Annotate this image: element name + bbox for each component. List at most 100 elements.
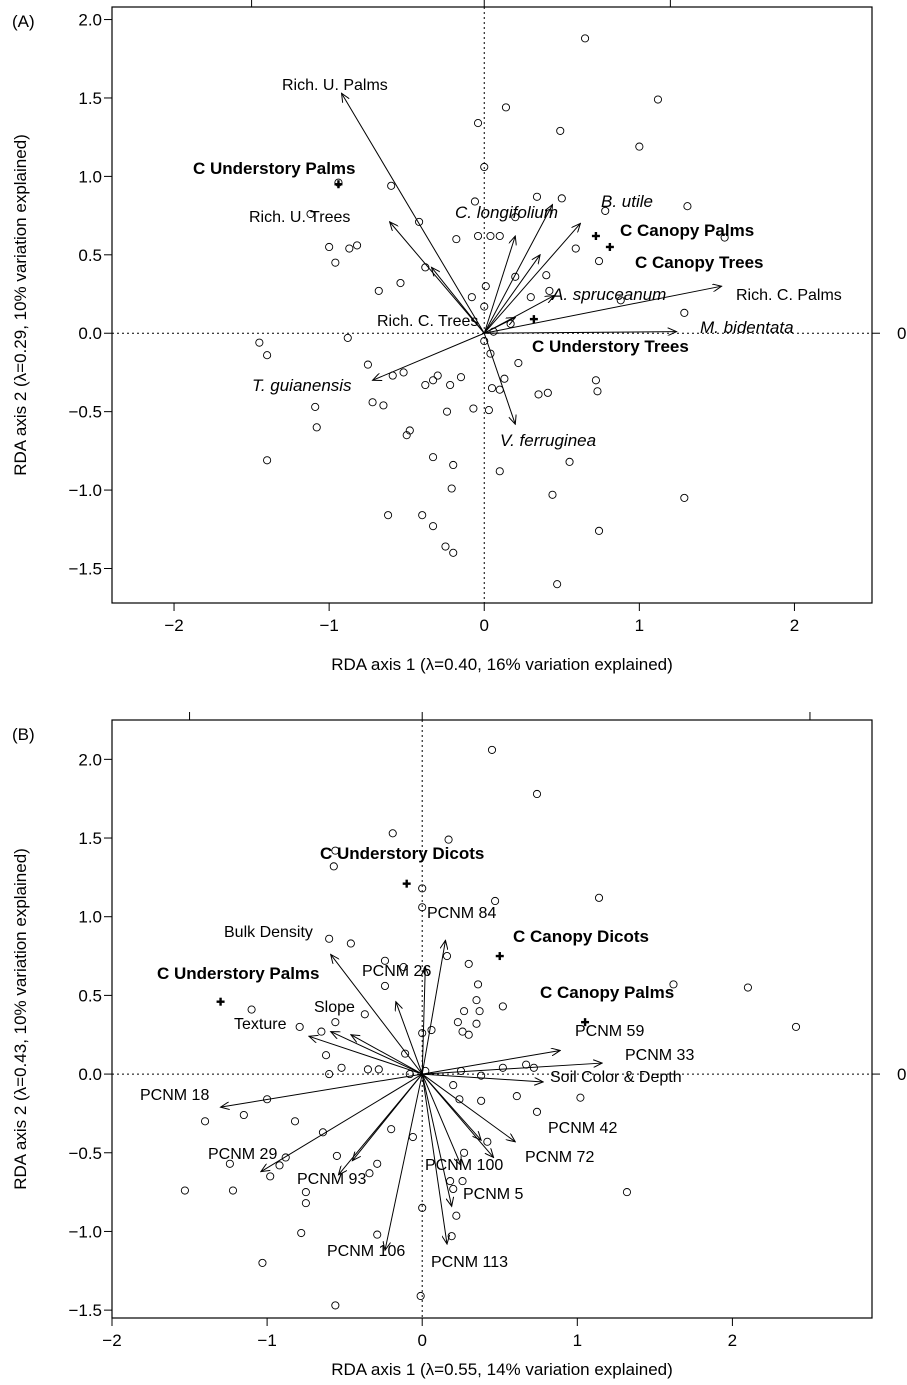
sample-point <box>532 192 542 201</box>
sample-point <box>331 846 340 855</box>
sample-point <box>325 934 334 943</box>
panel-label: (B) <box>12 725 35 744</box>
arrow-soil-color-depth <box>422 1073 543 1082</box>
sample-point <box>301 1199 310 1208</box>
sample-point <box>498 1063 507 1072</box>
sample-point <box>622 1188 631 1197</box>
sample-point <box>368 398 377 407</box>
sample-point <box>325 242 334 252</box>
sample-point <box>337 1063 346 1072</box>
sample-point <box>380 981 390 991</box>
centroid-c-canopy-palms <box>591 231 600 240</box>
arrow-m-bidentata <box>484 332 676 334</box>
sample-point <box>446 380 455 390</box>
sample-point <box>480 337 489 346</box>
y-tick-label: −1.5 <box>68 559 102 578</box>
sample-point <box>275 1161 284 1170</box>
sample-point <box>263 351 272 360</box>
sample-point <box>380 956 390 965</box>
right-axis-label: 0 <box>897 324 906 343</box>
y-tick-label: 2.0 <box>78 11 102 30</box>
centroid-label-c-canopy-palms: C Canopy Palms <box>540 983 674 1002</box>
sample-point <box>345 244 354 253</box>
sample-point <box>343 333 352 342</box>
y-tick-label: −1.0 <box>68 1222 102 1241</box>
arrow-rich-c-trees <box>484 318 515 334</box>
sample-point <box>556 126 565 135</box>
sample-point <box>449 1184 458 1194</box>
sample-point <box>480 162 489 172</box>
sample-point <box>306 209 315 219</box>
sample-point <box>534 390 543 399</box>
arrow-unlabeled <box>483 255 540 334</box>
arrow-unlabeled <box>352 1073 423 1161</box>
sample-point <box>331 258 340 267</box>
x-tick-label: 1 <box>635 616 644 635</box>
y-tick-label: 0.0 <box>78 324 102 343</box>
sample-point <box>743 983 752 992</box>
centroid-label-c-understory-dicots: C Understory Dicots <box>320 844 484 863</box>
sample-point <box>399 963 408 972</box>
arrow-v-ferruginea <box>483 333 515 424</box>
sample-point <box>373 1230 382 1239</box>
sample-point <box>180 1186 189 1195</box>
sample-point <box>542 271 551 280</box>
sample-point <box>452 235 461 244</box>
sample-point <box>475 1007 484 1016</box>
sample-point <box>495 231 504 241</box>
sample-point <box>683 202 692 211</box>
arrow-rich-c-palms <box>484 286 721 334</box>
sample-point <box>444 835 453 844</box>
y-axis-title: RDA axis 2 (λ=0.43, 10% variation explai… <box>11 848 30 1190</box>
arrow-label-slope: Slope <box>314 999 355 1016</box>
x-axis-title: RDA axis 1 (λ=0.40, 16% variation explai… <box>331 655 673 674</box>
sample-point <box>791 1022 801 1031</box>
sample-point <box>401 1049 410 1058</box>
sample-point <box>295 1022 304 1031</box>
sample-point <box>464 959 473 968</box>
arrow-label-b-utile: B. utile <box>601 192 653 211</box>
sample-point <box>433 371 442 380</box>
arrow-pcnm-84 <box>421 940 445 1075</box>
sample-point <box>594 893 604 902</box>
arrow-c-longifolium <box>483 205 552 334</box>
sample-point <box>512 1092 521 1101</box>
arrow-label-pcnm-33: PCNM 33 <box>625 1047 694 1064</box>
arrow-t-guianensis <box>373 332 485 380</box>
sample-point <box>456 373 466 382</box>
arrow-label-soil-color-depth: Soil Color & Depth <box>550 1069 682 1086</box>
sample-point <box>460 1148 469 1157</box>
sample-point <box>473 231 483 241</box>
centroid-label-c-understory-palms: C Understory Palms <box>157 964 320 983</box>
sample-point <box>449 548 458 557</box>
centroid-c-understory-palms <box>216 997 225 1006</box>
centroid-c-understory-palms <box>334 180 343 189</box>
sample-point <box>312 423 321 432</box>
arrow-label-rich-c-trees: Rich. C. Trees <box>377 313 478 330</box>
sample-point <box>331 1018 340 1027</box>
arrow-pcnm-42 <box>421 1073 515 1142</box>
sample-point <box>408 1132 417 1142</box>
sample-point <box>456 1066 466 1075</box>
sample-point <box>429 376 438 385</box>
y-tick-label: 2.0 <box>78 750 102 769</box>
arrow-label-pcnm-59: PCNM 59 <box>575 1023 644 1040</box>
sample-point <box>360 1010 369 1019</box>
arrow-unlabeled <box>422 967 425 1075</box>
y-tick-label: 0.5 <box>78 986 102 1005</box>
sample-point <box>247 1005 256 1014</box>
sample-point <box>591 376 600 385</box>
x-tick-label: 0 <box>417 1331 426 1350</box>
sample-point <box>455 1095 464 1104</box>
sample-point <box>429 522 438 531</box>
arrow-pcnm-26 <box>396 1002 423 1075</box>
sample-point <box>301 1188 310 1197</box>
panel-a: (A) −2 −1 0 1 2 −1.5 −1.0 −0.5 0.0 0.5 1.0 1.5 2.0 0 RD… <box>11 0 906 674</box>
sample-point <box>384 511 393 520</box>
centroid-c-canopy-dicots <box>495 952 504 961</box>
sample-point <box>480 302 489 311</box>
arrow-pcnm-33 <box>422 1063 602 1075</box>
sample-point <box>429 453 438 462</box>
sample-point <box>446 1177 455 1186</box>
centroid-c-understory-dicots <box>402 879 411 888</box>
